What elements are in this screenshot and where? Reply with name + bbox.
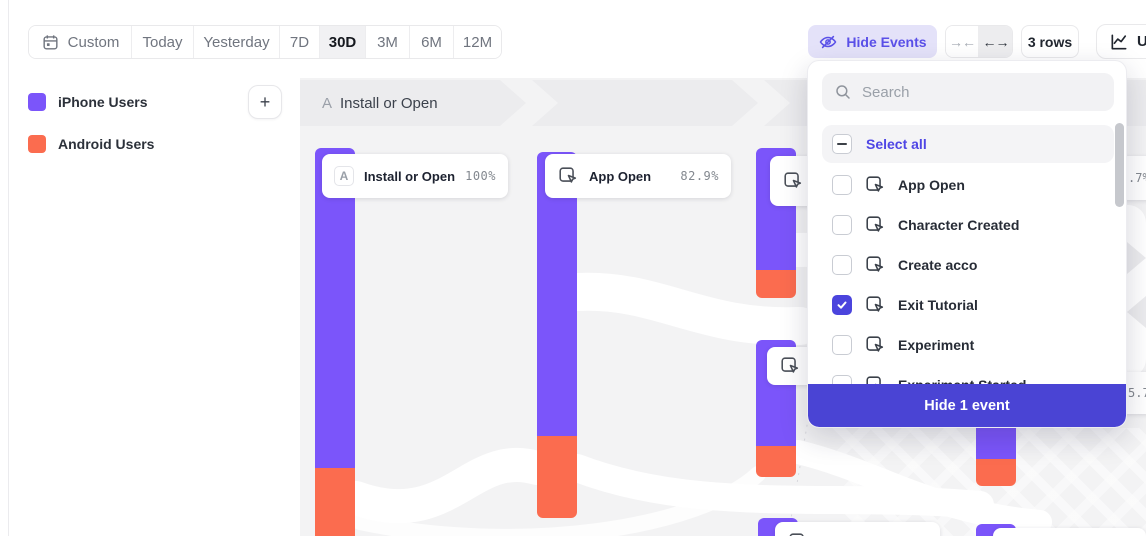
legend-item-iphone[interactable]: iPhone Users <box>28 93 147 111</box>
step-card-value: 82.9% <box>680 169 719 183</box>
calendar-icon <box>41 33 60 52</box>
event-item-character-created[interactable]: Character Created <box>822 205 1102 245</box>
column-width-toggle: →← ←→ <box>945 25 1013 58</box>
funnel-step-header-1[interactable]: A Install or Open <box>300 80 526 126</box>
bar-segment-iphone[interactable] <box>537 152 577 436</box>
event-item-create-acco[interactable]: Create acco <box>822 245 1102 285</box>
step-card-label: App Open <box>589 168 652 184</box>
legend-label: iPhone Users <box>58 94 148 110</box>
date-range-selector: Custom Today Yesterday 7D 30D 3M 6M 12M <box>28 25 502 59</box>
date-range-7d[interactable]: 7D <box>279 26 319 58</box>
legend-label: Android Users <box>58 136 155 152</box>
bar-segment-iphone[interactable] <box>315 148 355 468</box>
event-icon <box>864 214 886 236</box>
event-icon <box>864 254 886 276</box>
search-input[interactable] <box>862 83 1102 101</box>
event-item-app-open[interactable]: App Open <box>822 165 1102 205</box>
step-card-app-open[interactable]: App Open 82.9% <box>545 154 731 198</box>
iphone-swatch-icon <box>28 93 46 111</box>
collapse-columns-button[interactable]: →← <box>946 26 979 57</box>
event-icon <box>557 165 579 187</box>
date-range-3m[interactable]: 3M <box>365 26 409 58</box>
chart-type-button[interactable]: U <box>1096 24 1146 59</box>
event-icon <box>787 531 809 536</box>
event-checkbox[interactable] <box>832 255 852 275</box>
chart-type-label: U <box>1137 33 1146 50</box>
legend-item-android[interactable]: Android Users <box>28 135 154 153</box>
date-range-6m[interactable]: 6M <box>409 26 453 58</box>
event-checkbox-checked[interactable] <box>832 295 852 315</box>
step-card-partial-row3-b[interactable] <box>993 528 1146 536</box>
step-card-value: 100% <box>465 169 496 183</box>
step-prefix: A <box>322 94 333 112</box>
bar-segment-android[interactable] <box>756 270 796 298</box>
event-icon <box>779 355 801 377</box>
rows-count-button[interactable]: 3 rows <box>1021 25 1079 58</box>
eye-off-icon <box>818 32 838 52</box>
event-icon <box>782 170 804 192</box>
funnel-bar-step2[interactable] <box>537 152 577 518</box>
funnel-step-header-2[interactable] <box>532 80 758 126</box>
date-range-today[interactable]: Today <box>131 26 193 58</box>
hide-events-button[interactable]: Hide Events <box>808 25 937 58</box>
events-dropdown-panel: Select all App Open Character Created Cr… <box>807 60 1127 428</box>
add-step-button[interactable]: + <box>248 85 282 119</box>
event-item-experiment[interactable]: Experiment <box>822 325 1102 365</box>
hide-events-label: Hide Events <box>846 33 927 50</box>
step-label: Install or Open <box>340 94 438 112</box>
arrows-inward-icon: →← <box>949 33 976 50</box>
date-range-12m[interactable]: 12M <box>453 26 501 58</box>
date-range-label: Custom <box>67 33 120 51</box>
date-range-yesterday[interactable]: Yesterday <box>193 26 279 58</box>
date-range-30d[interactable]: 30D <box>319 26 365 58</box>
panel-left-border <box>8 0 9 536</box>
event-checkbox[interactable] <box>832 175 852 195</box>
bar-segment-android[interactable] <box>315 468 355 536</box>
event-checkbox[interactable] <box>832 215 852 235</box>
funnel-bar-row2-step4[interactable] <box>976 420 1016 486</box>
select-all-label: Select all <box>866 136 927 152</box>
expand-columns-button[interactable]: ←→ <box>979 26 1012 57</box>
step-card-partial-right-2[interactable]: 5.7% <box>1120 372 1146 414</box>
arrows-outward-icon: ←→ <box>982 33 1010 50</box>
event-item-exit-tutorial[interactable]: Exit Tutorial <box>822 285 1102 325</box>
search-icon <box>834 83 852 101</box>
android-swatch-icon <box>28 135 46 153</box>
event-icon <box>864 294 886 316</box>
select-all-checkbox[interactable] <box>832 134 852 154</box>
step-card-value-fragment: 5.7% <box>1128 386 1146 400</box>
plus-icon: + <box>259 92 271 112</box>
bar-segment-android[interactable] <box>976 459 1016 486</box>
step-card-install-or-open[interactable]: A Install or Open 100% <box>322 154 508 198</box>
hide-selected-events-button[interactable]: Hide 1 event <box>808 384 1126 427</box>
select-all-row[interactable]: Select all <box>822 125 1114 163</box>
step-badge-a: A <box>334 166 354 186</box>
line-chart-icon <box>1109 32 1129 52</box>
event-icon <box>864 334 886 356</box>
event-search[interactable] <box>822 73 1114 111</box>
step-card-value-fragment: .7% <box>1128 171 1146 185</box>
event-icon <box>864 174 886 196</box>
date-range-custom[interactable]: Custom <box>29 26 131 58</box>
dropdown-scrollbar[interactable] <box>1115 123 1124 207</box>
funnel-bar-step1[interactable] <box>315 148 355 536</box>
event-checkbox[interactable] <box>832 335 852 355</box>
bar-segment-android[interactable] <box>756 446 796 477</box>
step-card-partial-row3-a[interactable] <box>775 522 940 536</box>
step-card-label: Install or Open <box>364 168 456 184</box>
bar-segment-android[interactable] <box>537 436 577 518</box>
